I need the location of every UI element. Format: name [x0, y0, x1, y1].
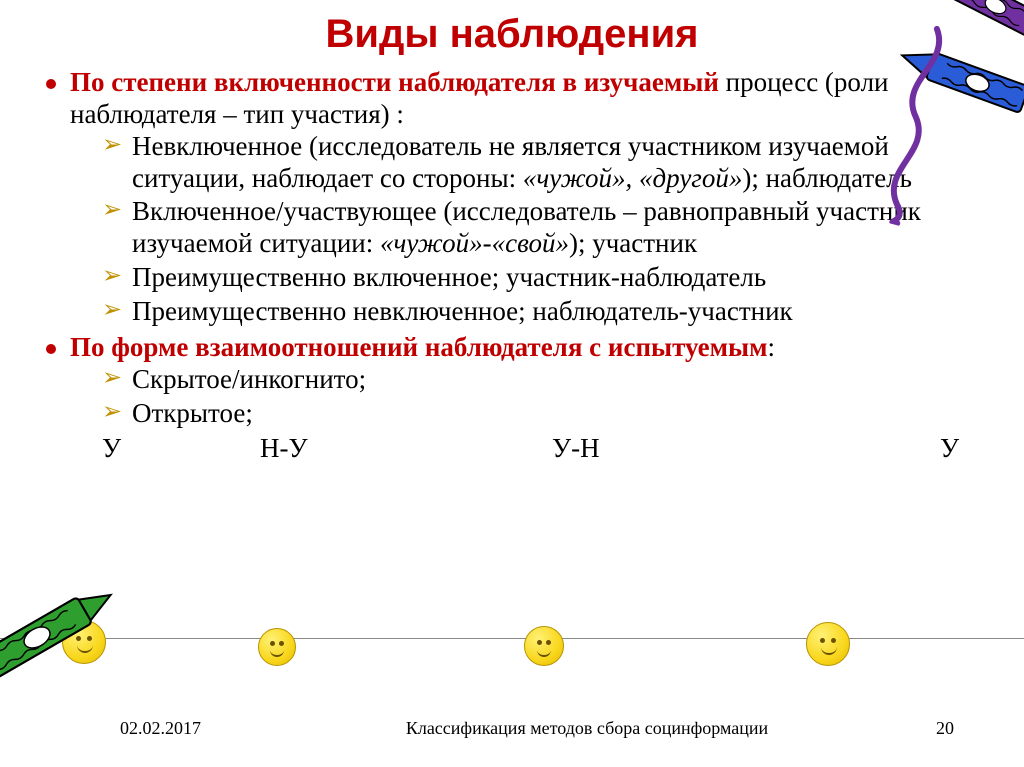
top2-head-bold: По форме взаимоотношений наблюдателя с и…	[70, 332, 768, 362]
crayon-green-icon	[0, 555, 139, 704]
sub-item: Преимущественно включенное; участник-наб…	[102, 262, 984, 294]
footer-date: 02.02.2017	[120, 718, 320, 739]
footer-title: Классификация методов сбора социнформаци…	[320, 718, 854, 739]
content-body: По степени включенности наблюдателя в из…	[40, 67, 984, 465]
smiley-icon	[806, 622, 850, 666]
scale-line	[0, 638, 1024, 639]
scale-label: У	[940, 433, 959, 465]
scale-label: Н-У	[260, 433, 552, 465]
sub-text: Преимущественно невключенное; наблюдател…	[132, 296, 793, 326]
sub-text: Преимущественно включенное; участник-наб…	[132, 262, 766, 292]
sub-text: Скрытое/инкогнито;	[132, 364, 366, 394]
smiley-icon	[258, 628, 296, 666]
top1-head-bold: По степени включенности наблюдателя в из…	[70, 67, 719, 97]
scale-label: У	[102, 433, 260, 465]
sub-item: Преимущественно невключенное; наблюдател…	[102, 296, 984, 328]
footer-page: 20	[854, 718, 954, 739]
top2-head-rest: :	[768, 332, 776, 362]
slide: Виды наблюдения По степени включенности …	[0, 0, 1024, 767]
scale-label: У-Н	[552, 433, 940, 465]
sub-text: Открытое;	[132, 398, 253, 428]
sub-tail: ); участник	[569, 228, 697, 258]
sub-ital: «чужой»-«свой»	[380, 228, 569, 258]
scale-row: У Н-У У-Н У	[40, 433, 984, 465]
sub-item: Открытое;	[102, 398, 984, 430]
footer: 02.02.2017 Классификация методов сбора с…	[0, 718, 1024, 739]
top-bullet-2: По форме взаимоотношений наблюдателя с и…	[40, 332, 984, 430]
sub-item: Скрытое/инкогнито;	[102, 364, 984, 396]
smiley-icon	[524, 626, 564, 666]
slide-title: Виды наблюдения	[40, 12, 984, 57]
sub-item: Невключенное (исследователь не является …	[102, 131, 984, 195]
sub-ital: «чужой», «другой»	[523, 163, 742, 193]
top-bullet-1: По степени включенности наблюдателя в из…	[40, 67, 984, 328]
sub-item: Включенное/участвующее (исследователь – …	[102, 196, 984, 260]
